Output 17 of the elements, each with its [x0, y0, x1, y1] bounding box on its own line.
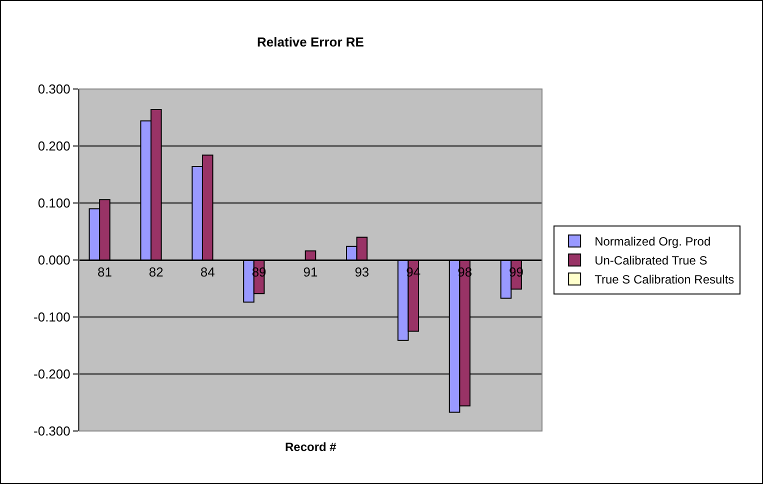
- x-tick-label: 81: [97, 264, 112, 280]
- y-tick-label: -0.300: [34, 424, 70, 439]
- y-tick-label: 0.000: [38, 252, 70, 268]
- y-tick-label: 0.200: [38, 138, 70, 154]
- y-tick-label: -0.200: [34, 366, 70, 382]
- y-tick-label: 0.300: [38, 82, 70, 97]
- chart-title: Relative Error RE: [257, 34, 364, 50]
- x-tick-label: 82: [148, 264, 164, 280]
- x-tick-label: 84: [200, 264, 215, 280]
- x-axis-title: Record #: [285, 440, 337, 454]
- legend-label: Normalized Org. Prod: [594, 234, 711, 249]
- legend-label: Un-Calibrated True S: [594, 254, 708, 268]
- y-tick-label: 0.100: [38, 196, 70, 211]
- y-tick-label: -0.100: [34, 310, 70, 325]
- legend-label: True S Calibration Results: [594, 272, 734, 287]
- x-tick-label: 93: [354, 264, 370, 280]
- x-tick-label: 91: [303, 264, 318, 280]
